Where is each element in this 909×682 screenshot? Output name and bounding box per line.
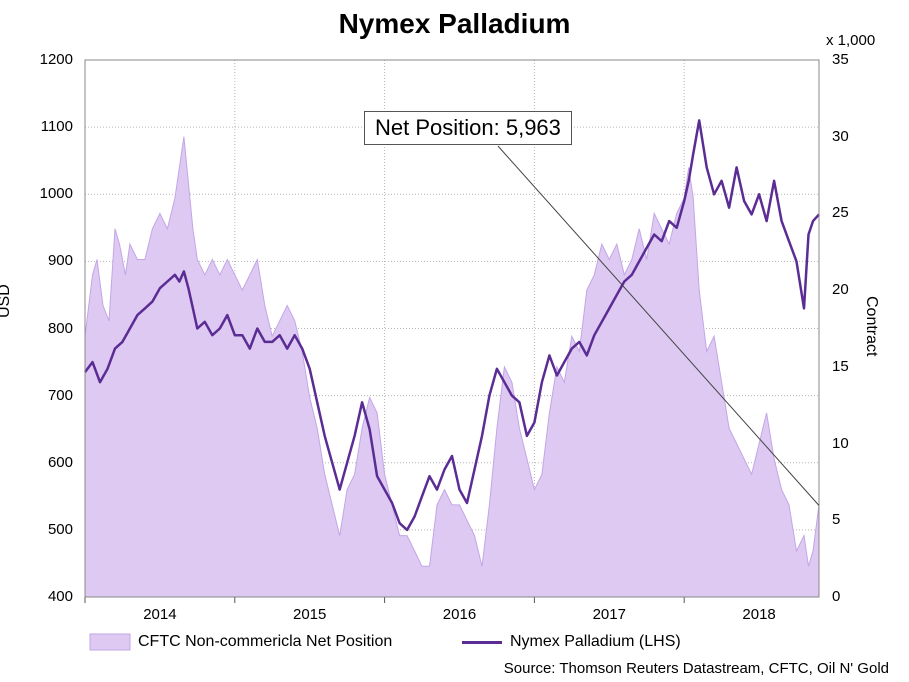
right-tick-label: 25 xyxy=(832,204,849,222)
left-axis-label: USD xyxy=(0,284,13,318)
right-tick-label: 10 xyxy=(832,434,849,452)
right-tick-label: 15 xyxy=(832,357,849,375)
left-tick-label: 700 xyxy=(47,386,73,404)
left-tick-label: 1200 xyxy=(39,51,73,68)
legend-area-swatch xyxy=(89,633,131,651)
left-tick-label: 1000 xyxy=(39,185,73,203)
x-tick-label: 2016 xyxy=(442,606,477,623)
right-tick-label: 20 xyxy=(832,281,849,299)
palladium-line-layer xyxy=(84,119,820,532)
right-tick-label: 35 xyxy=(832,51,849,68)
plot-frame xyxy=(84,59,820,598)
left-tick-label: 500 xyxy=(47,520,73,538)
x-tick-label: 2015 xyxy=(293,606,327,623)
net-position-area-layer xyxy=(84,136,820,598)
legend-label-palladium: Nymex Palladium (LHS) xyxy=(510,633,681,650)
left-tick-label: 400 xyxy=(47,588,73,605)
left-tick-label: 600 xyxy=(47,453,73,471)
legend-line-swatch xyxy=(462,640,502,644)
net-position-annotation: Net Position: 5,963 xyxy=(364,111,572,145)
x-tick-label: 2017 xyxy=(592,606,626,623)
right-tick-label: 5 xyxy=(832,511,841,529)
net-position-area xyxy=(84,136,820,598)
x-tick-label: 2014 xyxy=(143,606,177,623)
right-tick-label: 0 xyxy=(832,588,841,605)
legend-item-net-position: CFTC Non-commericla Net Position xyxy=(138,633,392,651)
annotation-layer xyxy=(497,145,820,506)
left-tick-label: 1100 xyxy=(40,118,73,136)
left-tick-label: 900 xyxy=(47,252,73,270)
chart-title: Nymex Palladium xyxy=(338,8,571,39)
annotation-connector xyxy=(497,145,820,506)
right-axis-unit: x 1,000 xyxy=(826,32,876,49)
legend-item-palladium: Nymex Palladium (LHS) xyxy=(462,633,681,651)
left-tick-label: 800 xyxy=(47,319,73,337)
right-axis-label: Contract xyxy=(863,296,880,357)
legend-label-net-position: CFTC Non-commericla Net Position xyxy=(138,633,393,650)
right-tick-label: 30 xyxy=(832,127,849,145)
palladium-price-line xyxy=(84,119,820,532)
source-note: Source: Thomson Reuters Datastream, CFTC… xyxy=(503,660,889,677)
x-tick-label: 2018 xyxy=(742,606,776,623)
